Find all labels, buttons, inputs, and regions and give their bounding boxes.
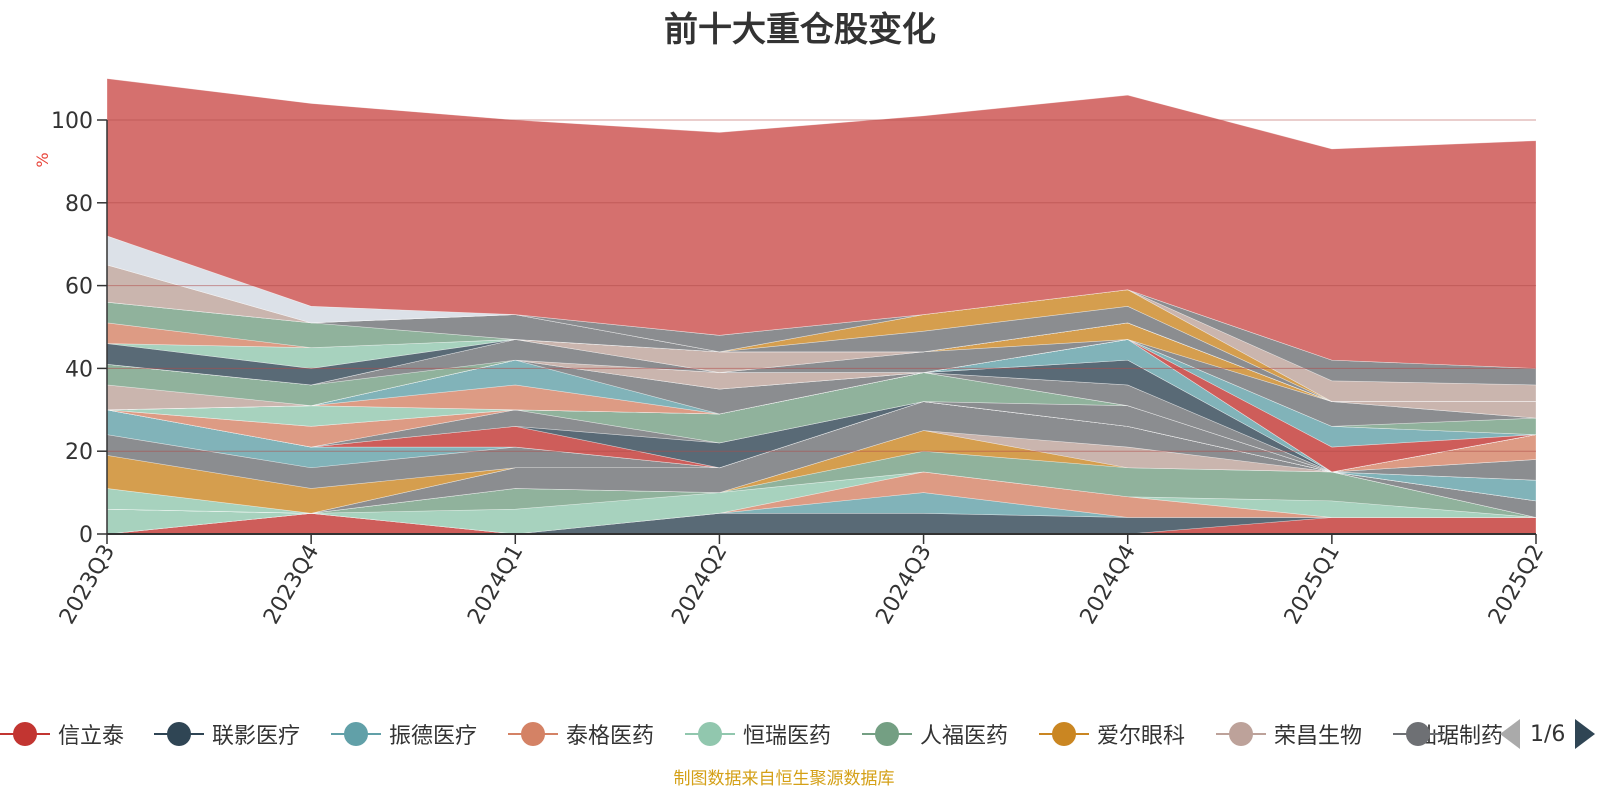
legend-label: 振德医疗 [389, 724, 478, 749]
legend-marker-icon [508, 719, 558, 749]
x-tick-label: 2024Q4 [1076, 541, 1141, 629]
legend-label: 恒瑞医药 [743, 724, 832, 749]
chart-title: 前十大重仓股变化 [664, 10, 936, 50]
x-tick-label: 2025Q1 [1280, 541, 1345, 629]
pager-next-icon[interactable] [1575, 719, 1596, 749]
legend-marker-icon [0, 719, 50, 749]
legend-marker-icon [862, 719, 912, 749]
source-note: 制图数据来自恒生聚源数据库 [673, 769, 895, 789]
x-tick-label: 2024Q3 [871, 541, 936, 629]
legend-label: 泰格医药 [566, 724, 655, 749]
legend-item[interactable]: 人福医药 [862, 714, 1008, 754]
legend-marker-icon [685, 719, 735, 749]
x-tick-label: 2024Q1 [463, 541, 528, 629]
legend-item[interactable]: 爱尔眼科 [1039, 714, 1185, 754]
legend-marker-icon [1216, 719, 1266, 749]
legend-label: 荣昌生物 [1274, 724, 1363, 749]
legend-label: 爱尔眼科 [1097, 724, 1186, 749]
y-tick-label: 20 [65, 440, 93, 465]
y-tick-label: 80 [65, 192, 93, 217]
legend-item[interactable]: 恒瑞医药 [685, 714, 831, 754]
legend-label: 信立泰 [58, 724, 125, 749]
legend-marker-icon [331, 719, 381, 749]
legend-marker-icon [1039, 719, 1089, 749]
y-tick-label: 40 [65, 357, 93, 382]
legend-item[interactable]: 信立泰 [0, 714, 124, 754]
y-tick-label: 60 [65, 275, 93, 300]
x-tick-label: 2024Q2 [667, 541, 732, 629]
x-tick-label: 2025Q2 [1484, 541, 1549, 629]
y-tick-label: 0 [79, 523, 93, 548]
y-tick-label: 100 [51, 109, 93, 134]
legend-marker-icon [154, 719, 204, 749]
legend-marker-icon [1393, 719, 1443, 749]
x-tick-label: 2023Q4 [259, 541, 324, 629]
y-axis-unit: % [33, 152, 52, 167]
pager-text: 1/6 [1530, 721, 1566, 747]
gridlines [107, 119, 1536, 452]
chart-plot: 0 20 40 60 80 100 2023Q3 2023Q4 2024Q1 2024Q2 2024… [33, 78, 1549, 629]
legend-item[interactable]: 泰格医药 [508, 714, 654, 754]
legend-item[interactable]: 联影医疗 [154, 714, 300, 754]
legend: 信立泰 联影医疗 振德医疗 泰格医药 恒瑞医药 人福医药 爱尔眼科 荣昌生物 仙琚制药 [0, 714, 1600, 754]
legend-label: 联影医疗 [212, 724, 301, 749]
legend-item[interactable]: 振德医疗 [331, 714, 477, 754]
legend-item[interactable]: 仙琚制药 [1393, 714, 1503, 754]
legend-label: 人福医药 [920, 724, 1009, 749]
legend-item[interactable]: 荣昌生物 [1216, 714, 1362, 754]
area-layers [106, 78, 1537, 535]
legend-pager: 1/6 [1500, 714, 1596, 754]
x-tick-label: 2023Q3 [55, 541, 120, 629]
pager-prev-icon[interactable] [1500, 719, 1520, 749]
